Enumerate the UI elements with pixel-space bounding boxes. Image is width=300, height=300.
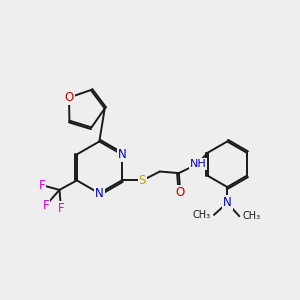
Text: N: N <box>95 187 104 200</box>
Text: F: F <box>39 178 45 192</box>
Text: CH₃: CH₃ <box>242 211 261 221</box>
Text: N: N <box>118 148 126 161</box>
Text: O: O <box>64 91 74 104</box>
Text: F: F <box>58 202 64 215</box>
Text: CH₃: CH₃ <box>193 210 211 220</box>
Text: NH: NH <box>189 159 206 169</box>
Text: N: N <box>223 196 232 209</box>
Text: F: F <box>43 199 50 212</box>
Text: S: S <box>139 174 146 187</box>
Text: O: O <box>176 186 185 199</box>
